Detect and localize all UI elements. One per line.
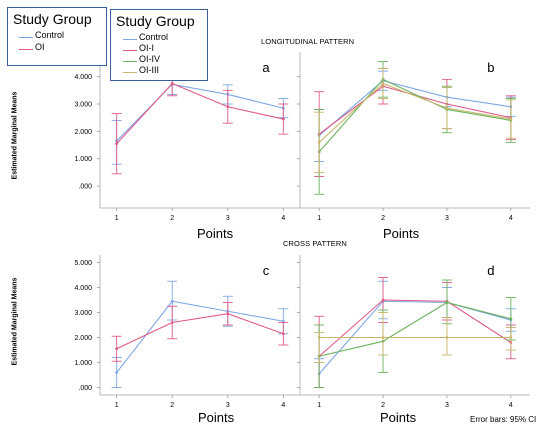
series-line-oi-iv xyxy=(319,301,511,357)
legend-small-label: Control xyxy=(35,30,65,40)
data-point-oi-iii xyxy=(445,336,449,339)
data-point-oi-iii xyxy=(317,140,321,144)
data-point-oi xyxy=(226,312,230,316)
data-point-oi xyxy=(170,82,174,85)
x-tick-label: 1 xyxy=(115,402,119,409)
y-tick-label: 3.000 xyxy=(74,102,92,109)
legend-large-label: Control xyxy=(139,32,169,42)
y-tick-label: 2.000 xyxy=(74,335,92,342)
legend-large: Study Group Control OI-I OI-IV OI-III xyxy=(110,9,208,81)
data-point-control xyxy=(281,319,285,323)
legend-large-swatch xyxy=(123,50,137,51)
series-line-oi-i xyxy=(318,85,511,135)
x-tick-label: 1 xyxy=(317,402,321,409)
data-point-oi-iii xyxy=(381,82,385,85)
data-point-oi-iii xyxy=(381,336,385,339)
panel-label-c: c xyxy=(263,263,270,278)
xlabel-d: Points xyxy=(380,410,417,425)
y-tick-label: 1.000 xyxy=(74,156,92,163)
legend-small: Study Group Control OI xyxy=(7,7,107,66)
series-line-oi xyxy=(116,82,284,145)
x-tick-label: 4 xyxy=(509,215,513,222)
legend-small-swatch xyxy=(19,37,33,38)
legend-large-swatch xyxy=(123,72,137,73)
legend-large-title: Study Group xyxy=(116,13,195,29)
x-tick-label: 2 xyxy=(170,402,174,409)
error-bars-note: Error bars: 95% CI xyxy=(470,415,537,424)
series-line-oi-i xyxy=(318,299,512,357)
legend-small-label: OI xyxy=(35,42,45,52)
x-tick-label: 3 xyxy=(445,402,449,409)
x-tick-label: 4 xyxy=(509,402,513,409)
x-tick-label: 1 xyxy=(115,215,119,222)
x-tick-label: 3 xyxy=(226,402,230,409)
panel-label-d: d xyxy=(487,263,494,278)
data-point-oi xyxy=(115,347,119,351)
data-point-oi-iii xyxy=(509,336,513,339)
y-tick-label: 4.000 xyxy=(74,74,92,81)
data-point-oi-i xyxy=(381,298,385,302)
series-line-control xyxy=(116,83,284,142)
series-line-control xyxy=(116,300,284,373)
x-tick-label: 2 xyxy=(381,215,385,222)
x-tick-label: 3 xyxy=(226,215,230,222)
data-point-control xyxy=(170,299,174,303)
xlabel-c: Points xyxy=(198,410,235,425)
legend-large-label: OI-III xyxy=(139,65,159,75)
series-line-oi-iv xyxy=(318,78,511,153)
data-point-oi xyxy=(226,105,230,109)
panel-label-b: b xyxy=(487,60,494,75)
series-line-oi xyxy=(116,313,284,350)
data-point-oi-iv xyxy=(445,301,449,304)
x-tick-label: 4 xyxy=(281,215,285,222)
legend-large-label: OI-IV xyxy=(139,54,161,64)
data-point-oi-iii xyxy=(445,106,449,110)
series-line-oi-iii xyxy=(318,82,511,143)
longitudinal-title: LONGITUDINAL PATTERN xyxy=(261,37,355,46)
data-point-oi xyxy=(281,332,285,336)
xlabel-b: Points xyxy=(383,226,420,241)
data-point-oi-iii xyxy=(317,336,321,339)
legend-large-swatch xyxy=(123,39,137,40)
y-tick-label: .000 xyxy=(78,184,92,191)
y-tick-label: 5.000 xyxy=(74,260,92,267)
y-tick-label: 4.000 xyxy=(74,285,92,292)
x-tick-label: 2 xyxy=(381,402,385,409)
y-tick-label: 2.000 xyxy=(74,129,92,136)
data-point-oi xyxy=(115,142,119,146)
y-tick-label: .000 xyxy=(78,385,92,392)
data-point-control xyxy=(115,371,119,374)
ylabel-bottom: Estimated Marginal Means xyxy=(11,277,19,366)
series-line-control xyxy=(318,80,511,136)
data-point-oi xyxy=(170,321,174,324)
y-tick-label: 1.000 xyxy=(74,360,92,367)
data-point-oi-iii xyxy=(509,117,513,121)
xlabel-a: Points xyxy=(197,226,234,241)
data-point-oi xyxy=(281,117,285,121)
x-tick-label: 2 xyxy=(170,215,174,222)
panel-label-a: a xyxy=(262,60,270,75)
data-point-oi-iv xyxy=(509,317,513,321)
x-tick-label: 4 xyxy=(281,402,285,409)
legend-large-label: OI-I xyxy=(139,43,154,53)
y-tick-label: 3.000 xyxy=(74,310,92,317)
legend-small-title: Study Group xyxy=(13,11,92,27)
legend-small-swatch xyxy=(19,49,33,50)
legend-large-swatch xyxy=(123,61,137,62)
ylabel-top: Estimated Marginal Means xyxy=(11,91,19,180)
cross-title: CROSS PATTERN xyxy=(283,239,347,248)
x-tick-label: 1 xyxy=(317,215,321,222)
x-tick-label: 3 xyxy=(445,215,449,222)
